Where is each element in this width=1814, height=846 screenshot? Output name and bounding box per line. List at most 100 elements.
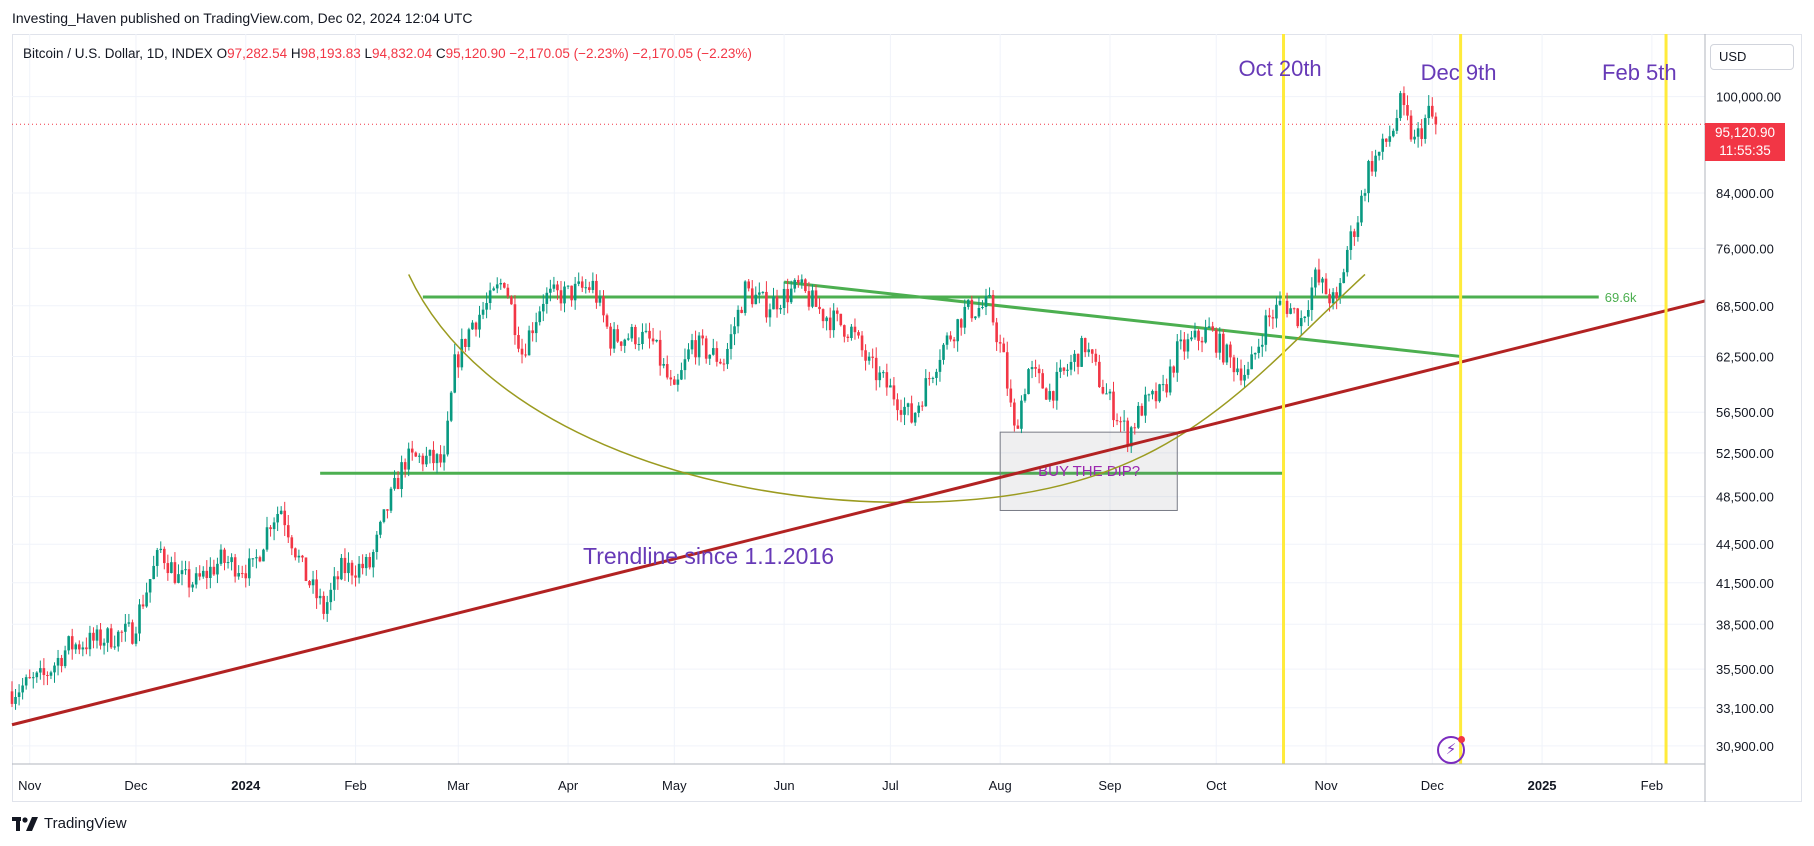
candle-body xyxy=(357,563,361,578)
candle-body xyxy=(432,449,435,464)
candle-body xyxy=(251,558,255,560)
candle-body xyxy=(1406,105,1409,116)
candle-body xyxy=(857,332,860,336)
candle-body xyxy=(885,372,889,388)
candle-body xyxy=(860,335,864,351)
candle-body xyxy=(750,288,754,305)
high-label: H xyxy=(290,46,301,61)
candle-body xyxy=(683,359,687,371)
candle-body xyxy=(88,632,92,650)
candle-body xyxy=(917,405,921,413)
candle-body xyxy=(35,672,39,678)
candle-body xyxy=(1059,367,1062,372)
candle-body xyxy=(1360,195,1363,223)
candle-body xyxy=(322,595,325,614)
candle-body xyxy=(1271,317,1275,319)
candle-body xyxy=(212,566,216,575)
candle-body xyxy=(1165,384,1168,393)
candle-body xyxy=(449,392,453,421)
candle-body xyxy=(910,403,913,423)
cycle-date-label: Feb 5th xyxy=(1602,60,1677,85)
y-tick-label: 52,500.00 xyxy=(1716,446,1774,461)
candle-body xyxy=(375,534,379,553)
candle-body xyxy=(949,335,952,340)
candle-body xyxy=(1027,369,1030,395)
candle-body xyxy=(570,285,573,301)
x-tick-label: Aug xyxy=(989,778,1012,793)
y-tick-label: 62,500.00 xyxy=(1716,349,1774,364)
candle-body xyxy=(1278,300,1282,305)
candle-body xyxy=(673,379,676,385)
candle-body xyxy=(333,576,336,590)
candle-body xyxy=(959,319,963,328)
candle-body xyxy=(1041,373,1044,389)
cycle-date-label: Dec 9th xyxy=(1421,60,1497,85)
candle-body xyxy=(1307,309,1310,317)
candle-body xyxy=(1257,346,1261,353)
candle-body xyxy=(1168,366,1172,393)
tradingview-brand-name: TradingView xyxy=(44,815,127,832)
candle-body xyxy=(478,314,481,330)
candle-body xyxy=(223,549,226,563)
candle-body xyxy=(290,537,294,549)
candle-body xyxy=(159,548,163,551)
candle-body xyxy=(945,335,949,345)
candle-body xyxy=(1186,339,1190,352)
candle-body xyxy=(1090,349,1094,354)
x-tick-label: Dec xyxy=(124,778,148,793)
candle-body xyxy=(1122,420,1126,422)
candle-body xyxy=(389,488,393,511)
candle-body xyxy=(1147,394,1151,396)
candle-body xyxy=(42,668,46,676)
candle-body xyxy=(814,290,818,307)
candle-body xyxy=(1126,420,1129,447)
candle-body xyxy=(1098,361,1101,388)
candle-body xyxy=(503,282,506,288)
candle-body xyxy=(1062,367,1066,371)
candle-body xyxy=(283,510,287,526)
axes: 100,000.00 84,000.00 76,000.00 68,500.00 62,… xyxy=(12,34,1781,802)
candle-body xyxy=(956,319,959,342)
candle-body xyxy=(286,525,290,538)
currency-selector[interactable]: USD xyxy=(1710,44,1794,70)
symbol-title[interactable]: Bitcoin / U.S. Dollar, 1D, INDEX xyxy=(23,46,213,61)
candle-body xyxy=(1363,193,1367,196)
candle-body xyxy=(1222,333,1225,363)
candle-body xyxy=(630,326,634,339)
candle-body xyxy=(563,286,566,304)
candle-body xyxy=(602,296,605,316)
candle-body xyxy=(1374,155,1377,172)
tradingview-logo[interactable]: TradingView xyxy=(12,815,127,832)
candle-body xyxy=(21,685,24,693)
candle-body xyxy=(772,296,775,310)
chart-frame[interactable] xyxy=(12,34,1802,802)
flash-icon[interactable]: ⚡ xyxy=(1437,736,1465,764)
candle-body xyxy=(265,527,269,550)
candle-body xyxy=(39,668,42,673)
candle-body xyxy=(694,340,697,358)
candle-body xyxy=(237,573,240,577)
candle-body xyxy=(1409,115,1413,140)
x-tick-label: Jun xyxy=(774,778,795,793)
candle-body xyxy=(1275,304,1278,319)
candle-body xyxy=(811,290,814,307)
candle-body xyxy=(995,322,998,343)
candle-body xyxy=(446,420,449,455)
candle-body xyxy=(1338,283,1342,299)
candle-body xyxy=(1218,333,1222,353)
candle-body xyxy=(425,455,428,465)
candle-body xyxy=(1204,327,1207,343)
candle-body xyxy=(460,338,464,368)
candle-body xyxy=(818,306,821,310)
candle-body xyxy=(1427,105,1431,119)
candle-body xyxy=(10,691,14,704)
x-tick-label: May xyxy=(662,778,687,793)
candle-body xyxy=(1214,329,1218,353)
candle-body xyxy=(471,322,474,330)
candle-body xyxy=(1013,402,1016,426)
candle-body xyxy=(226,562,230,564)
candle-body xyxy=(56,657,60,666)
candle-body xyxy=(1133,427,1137,429)
candle-body xyxy=(1112,391,1115,421)
